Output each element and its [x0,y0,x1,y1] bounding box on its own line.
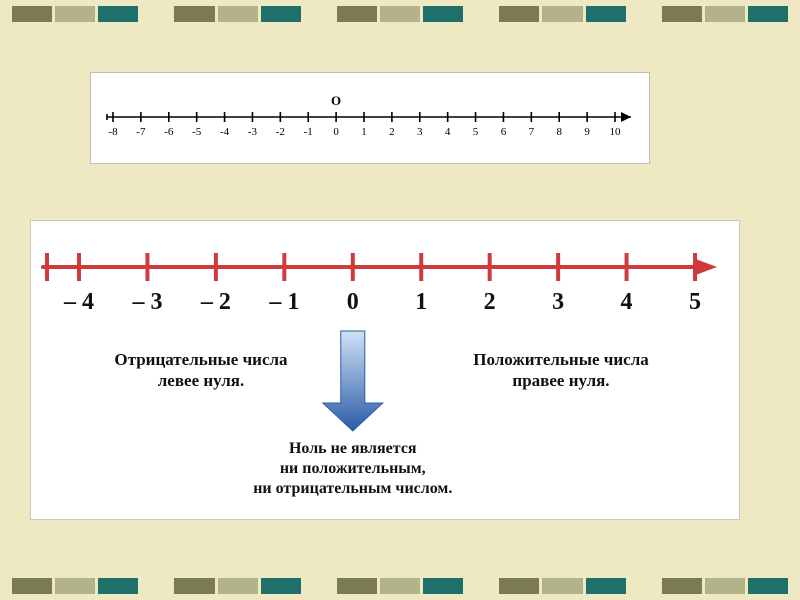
decor-segment [748,578,788,594]
decor-segment [380,578,420,594]
positive-numbers-caption: Положительные числа правее нуля. [441,349,681,392]
svg-text:9: 9 [584,126,590,138]
svg-text:-5: -5 [192,126,202,138]
axis-tick-label: – 2 [201,289,231,316]
svg-text:8: 8 [556,126,562,138]
decor-segment [380,6,420,22]
decor-group [337,578,463,594]
decor-segment [218,578,258,594]
negative-numbers-caption: Отрицательные числа левее нуля. [81,349,321,392]
decor-segment [55,6,95,22]
decor-segment [261,6,301,22]
axis-tick-label: – 1 [269,289,299,316]
decor-segment [218,6,258,22]
decor-group [662,578,788,594]
decor-group [499,6,625,22]
axis-tick-label: – 4 [64,289,94,316]
decor-segment [542,578,582,594]
decor-group [174,6,300,22]
decor-segment [705,6,745,22]
svg-text:3: 3 [417,126,423,138]
decor-segment [423,578,463,594]
axis-tick-label: 2 [484,289,496,316]
svg-text:6: 6 [501,126,507,138]
axis-tick-label: 4 [621,289,633,316]
decor-segment [586,6,626,22]
decor-segment [261,578,301,594]
svg-text:-1: -1 [304,126,313,138]
decor-group [174,578,300,594]
decor-segment [98,6,138,22]
zero-caption: Ноль не является ни положительным, ни от… [198,439,508,499]
decor-segment [662,578,702,594]
decor-segment [98,578,138,594]
svg-text:1: 1 [361,126,367,138]
decor-segment [705,578,745,594]
svg-text:-2: -2 [276,126,285,138]
axis-tick-label: 3 [552,289,564,316]
decor-segment [174,6,214,22]
decor-segment [55,578,95,594]
svg-text:10: 10 [610,126,622,138]
svg-text:O: O [331,93,341,108]
svg-text:0: 0 [333,126,339,138]
decor-segment [499,6,539,22]
svg-text:-6: -6 [164,126,174,138]
decor-segment [499,578,539,594]
decor-segment [337,6,377,22]
axis-tick-label: – 3 [132,289,162,316]
decor-segment [423,6,463,22]
axis-tick-label: 0 [347,289,359,316]
decor-segment [12,6,52,22]
decor-segment [542,6,582,22]
decor-segment [174,578,214,594]
svg-text:-8: -8 [108,126,118,138]
svg-text:2: 2 [389,126,395,138]
svg-text:5: 5 [473,126,479,138]
decor-segment [12,578,52,594]
axis-tick-label: 1 [415,289,427,316]
svg-text:-3: -3 [248,126,258,138]
svg-text:7: 7 [529,126,535,138]
decor-group [662,6,788,22]
svg-text:4: 4 [445,126,451,138]
small-number-line: -8 -7 -6 -5 -4 -3 -2 -1 0 1 2 3 4 5 6 7 8 9 10 O [91,73,649,163]
svg-text:-7: -7 [136,126,146,138]
decor-segment [586,578,626,594]
decor-group [499,578,625,594]
axis-tick-label: 5 [689,289,701,316]
decor-group [12,6,138,22]
decor-segment [337,578,377,594]
decor-segment [662,6,702,22]
svg-text:-4: -4 [220,126,230,138]
big-number-line-panel: – 4 – 3 – 2 – 1 0 1 2 3 4 5 Отрицательные числа л… [30,220,740,520]
decor-group [12,578,138,594]
decor-group [337,6,463,22]
decor-segment [748,6,788,22]
small-number-line-panel: -8 -7 -6 -5 -4 -3 -2 -1 0 1 2 3 4 5 6 7 8 9 10 O [90,72,650,164]
